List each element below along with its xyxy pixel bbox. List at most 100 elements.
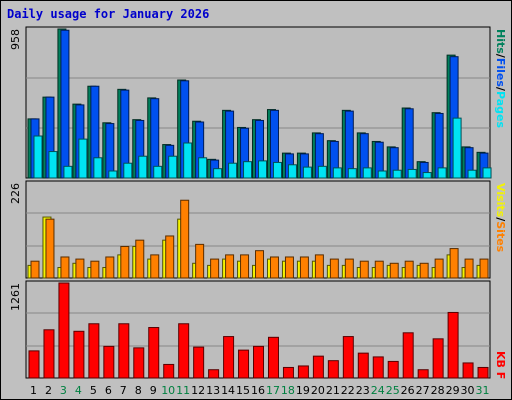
bar-hits-files-pages-pages-day-5 — [93, 157, 103, 179]
bar-hits-files-pages-pages-day-10 — [168, 155, 178, 179]
legend-top-pages: Pages — [494, 91, 507, 129]
max-label-hits-files-pages: 958 — [9, 29, 22, 50]
bar-kbytes-kbf-day-12 — [193, 346, 205, 379]
bar-hits-files-pages-pages-day-24 — [377, 170, 387, 179]
bar-visits-sites-sites-day-16 — [255, 250, 265, 279]
day-label-14: 14 — [221, 384, 235, 397]
bar-visits-sites-sites-day-3 — [60, 256, 70, 279]
bar-visits-sites-sites-day-15 — [240, 254, 250, 279]
legend-bottom-kb-f: KB F — [494, 351, 507, 379]
day-label-5: 5 — [90, 384, 97, 397]
bar-hits-files-pages-pages-day-22 — [347, 168, 357, 179]
bar-hits-files-pages-pages-day-4 — [78, 138, 88, 179]
bar-kbytes-kbf-day-27 — [417, 369, 429, 379]
bar-kbytes-kbf-day-13 — [208, 369, 220, 379]
max-label-visits-sites: 226 — [9, 183, 22, 204]
bar-visits-sites-sites-day-18 — [284, 256, 294, 279]
bar-hits-files-pages-pages-day-8 — [138, 155, 148, 179]
legend-top-hits: Hits — [494, 29, 507, 54]
bar-visits-sites-sites-day-21 — [329, 258, 339, 279]
day-label-31: 31 — [476, 384, 490, 397]
day-label-26: 26 — [401, 384, 415, 397]
bar-kbytes-kbf-day-25 — [387, 360, 399, 379]
bar-kbytes-kbf-day-28 — [432, 338, 444, 379]
bar-hits-files-pages-files-day-26 — [404, 108, 414, 179]
bar-kbytes-kbf-day-19 — [297, 365, 309, 379]
bar-kbytes-kbf-day-1 — [28, 350, 40, 379]
bar-hits-files-pages-pages-day-23 — [362, 167, 372, 179]
day-label-6: 6 — [105, 384, 112, 397]
bar-kbytes-kbf-day-2 — [43, 329, 55, 379]
bar-hits-files-pages-pages-day-21 — [332, 167, 342, 179]
bar-visits-sites-sites-day-25 — [389, 262, 399, 279]
day-label-2: 2 — [45, 384, 52, 397]
day-label-29: 29 — [446, 384, 460, 397]
day-label-17: 17 — [266, 384, 280, 397]
bar-visits-sites-sites-day-13 — [210, 258, 220, 279]
bar-visits-sites-sites-day-8 — [135, 239, 145, 279]
bar-visits-sites-sites-day-19 — [299, 256, 309, 279]
bar-visits-sites-sites-day-9 — [150, 254, 160, 279]
bar-visits-sites-sites-day-4 — [75, 258, 85, 279]
bar-kbytes-kbf-day-26 — [402, 332, 414, 379]
bar-hits-files-pages-files-day-22 — [344, 110, 354, 179]
day-label-27: 27 — [416, 384, 430, 397]
day-label-25: 25 — [386, 384, 400, 397]
day-label-12: 12 — [191, 384, 205, 397]
legend-top-files: Files — [494, 58, 507, 88]
bar-kbytes-kbf-day-21 — [327, 360, 339, 379]
bar-hits-files-pages-pages-day-15 — [243, 161, 253, 179]
bar-hits-files-pages-pages-day-1 — [33, 135, 43, 179]
day-label-22: 22 — [341, 384, 355, 397]
bar-visits-sites-sites-day-1 — [30, 260, 40, 279]
legend-middle: Visits/Sites — [494, 183, 507, 253]
bar-visits-sites-sites-day-17 — [269, 256, 279, 279]
bar-hits-files-pages-pages-day-17 — [272, 161, 282, 179]
legend-top-separator-1: / — [494, 54, 507, 59]
bar-kbytes-kbf-day-23 — [357, 352, 369, 379]
bar-hits-files-pages-pages-day-18 — [287, 164, 297, 179]
day-label-30: 30 — [461, 384, 475, 397]
legend-middle-sites: Sites — [494, 221, 507, 252]
bar-hits-files-pages-pages-day-31 — [482, 167, 492, 179]
bar-visits-sites-sites-day-2 — [45, 218, 55, 279]
legend-middle-separator-1: / — [494, 217, 507, 222]
bar-visits-sites-sites-day-29 — [449, 248, 459, 279]
day-label-1: 1 — [30, 384, 37, 397]
bar-kbytes-kbf-day-8 — [133, 347, 145, 379]
bar-visits-sites-sites-day-28 — [434, 258, 444, 279]
bar-kbytes-kbf-day-5 — [88, 323, 100, 379]
bar-kbytes-kbf-day-16 — [253, 345, 265, 379]
bar-hits-files-pages-pages-day-9 — [153, 165, 163, 179]
bar-hits-files-pages-pages-day-20 — [317, 165, 327, 179]
bar-hits-files-pages-pages-day-14 — [228, 162, 238, 179]
bar-hits-files-pages-pages-day-12 — [198, 157, 208, 179]
day-label-8: 8 — [135, 384, 142, 397]
day-label-3: 3 — [60, 384, 67, 397]
day-label-15: 15 — [236, 384, 250, 397]
bar-hits-files-pages-pages-day-28 — [437, 167, 447, 179]
bar-visits-sites-sites-day-7 — [120, 245, 130, 279]
bar-hits-files-pages-pages-day-19 — [302, 166, 312, 179]
day-label-28: 28 — [431, 384, 445, 397]
day-label-9: 9 — [150, 384, 157, 397]
bar-visits-sites-sites-day-10 — [165, 235, 175, 279]
bar-hits-files-pages-pages-day-26 — [407, 168, 417, 179]
day-label-23: 23 — [356, 384, 370, 397]
day-label-16: 16 — [251, 384, 265, 397]
bar-kbytes-kbf-day-29 — [447, 311, 459, 379]
bar-visits-sites-sites-day-31 — [479, 258, 489, 279]
bar-hits-files-pages-files-day-6 — [105, 123, 115, 179]
bar-hits-files-pages-pages-day-3 — [63, 165, 73, 179]
day-label-11: 11 — [176, 384, 190, 397]
day-label-18: 18 — [281, 384, 295, 397]
bar-visits-sites-sites-day-5 — [90, 260, 100, 279]
day-label-7: 7 — [120, 384, 127, 397]
bar-visits-sites-sites-day-14 — [225, 254, 235, 279]
day-label-19: 19 — [296, 384, 310, 397]
bar-kbytes-kbf-day-18 — [282, 366, 294, 379]
bar-visits-sites-sites-day-22 — [344, 258, 354, 279]
bar-hits-files-pages-pages-day-25 — [392, 169, 402, 179]
